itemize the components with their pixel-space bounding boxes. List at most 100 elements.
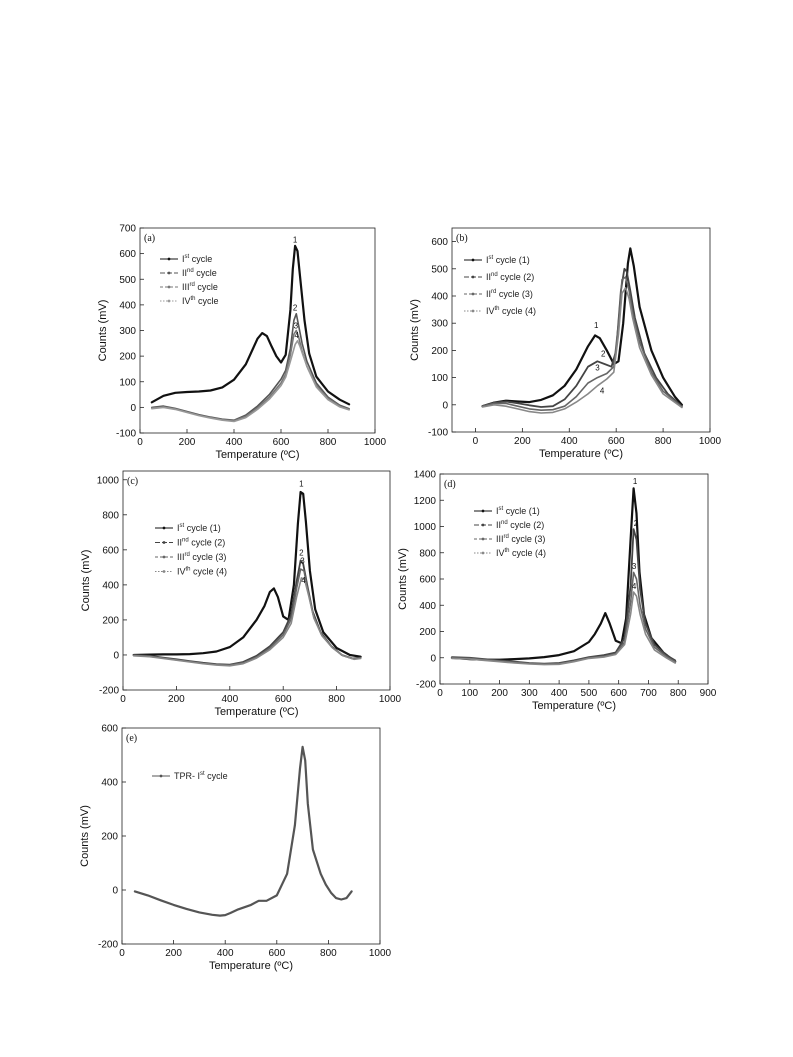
- series-line-2: [481, 267, 683, 408]
- x-tick-label: 500: [581, 688, 598, 699]
- peak-number-label: 1: [299, 480, 304, 489]
- x-tick-label: 400: [221, 694, 238, 705]
- y-tick-label: 0: [130, 403, 136, 414]
- legend-entry: IVth cycle (4): [496, 548, 546, 558]
- x-tick-label: 0: [437, 688, 443, 699]
- panel-label: (e): [126, 733, 137, 744]
- x-tick-label: 800: [320, 437, 337, 448]
- legend-entry: IIrd cycle (3): [486, 289, 533, 299]
- peak-number-label: 3: [632, 562, 637, 571]
- legend-marker: [162, 541, 166, 544]
- y-tick-label: 500: [431, 264, 448, 275]
- legend-marker: [481, 551, 485, 555]
- legend-entry: IInd cycle (2): [177, 538, 225, 548]
- x-tick-label: 0: [119, 948, 125, 959]
- peak-number-label: 2: [634, 519, 639, 528]
- x-tick-label: 1000: [379, 694, 402, 705]
- peak-number-label: 4: [295, 331, 300, 340]
- plot-frame: [439, 473, 709, 685]
- y-tick-label: 0: [430, 653, 436, 664]
- chart-panel-b: 0 200 400 600 800 1000 -100 0 100 200 300 400 500 600…: [409, 227, 722, 460]
- legend-marker: [167, 285, 171, 289]
- y-tick-label: 0: [442, 400, 448, 411]
- x-tick-label: 600: [273, 437, 290, 448]
- legend-entry: IInd cycle (2): [486, 272, 534, 282]
- y-tick-label: 600: [419, 575, 436, 586]
- series-line-1: [133, 745, 353, 917]
- peak-number-label: 2: [293, 304, 298, 313]
- x-tick-label: 600: [268, 948, 285, 959]
- legend-marker: [159, 774, 163, 778]
- y-tick-label: 700: [119, 224, 136, 235]
- x-tick-label: 400: [217, 948, 234, 959]
- y-tick-label: 200: [119, 352, 136, 363]
- legend-marker: [167, 257, 171, 261]
- legend-marker: [162, 570, 166, 573]
- y-tick-label: 200: [431, 346, 448, 357]
- series-line-4: [151, 339, 350, 423]
- legend-entry: Ist cycle (1): [177, 523, 221, 533]
- y-tick-label: -100: [116, 429, 136, 440]
- chart-panel-a: 0 200 400 600 800 1000-1000100200300400500600…: [97, 224, 387, 462]
- legend-entry: IVth cycle (4): [177, 567, 227, 577]
- legend-entry: IVth cycle (4): [486, 306, 536, 316]
- y-tick-label: 200: [419, 627, 436, 638]
- x-tick-label: 200: [179, 437, 196, 448]
- y-axis-title: Counts (mV): [397, 548, 409, 610]
- y-tick-label: 400: [119, 300, 136, 311]
- x-tick-label: 800: [320, 948, 337, 959]
- y-tick-label: -200: [98, 940, 118, 951]
- y-tick-label: 300: [119, 326, 136, 337]
- y-tick-label: 200: [102, 615, 119, 626]
- series-line-1: [450, 487, 677, 663]
- legend-entry: Ist cycle (1): [496, 506, 540, 516]
- panel-label: (c): [127, 476, 138, 487]
- y-tick-label: 100: [119, 377, 136, 388]
- x-axis-title: Temperature (ºC): [209, 960, 293, 972]
- x-tick-label: 1000: [699, 436, 722, 447]
- x-tick-label: 1000: [369, 948, 392, 959]
- x-tick-label: 800: [655, 436, 672, 447]
- y-tick-label: 1400: [414, 470, 437, 481]
- peak-number-label: 1: [594, 321, 599, 330]
- x-tick-label: 700: [640, 688, 657, 699]
- x-tick-label: 200: [165, 948, 182, 959]
- y-tick-label: -200: [416, 680, 436, 691]
- peak-number-label: 2: [601, 350, 606, 359]
- y-tick-label: 800: [102, 510, 119, 521]
- series-line-2: [450, 528, 677, 665]
- x-axis-title: Temperature (ºC): [215, 449, 299, 461]
- legend-entry: IIIrd cycle (3): [177, 552, 226, 562]
- peak-number-label: 3: [595, 364, 600, 373]
- x-tick-label: 300: [521, 688, 538, 699]
- legend-entry: IIIrd cycle: [182, 282, 218, 292]
- x-tick-label: 200: [491, 688, 508, 699]
- legend-marker: [162, 555, 166, 559]
- x-tick-label: 0: [473, 436, 479, 447]
- x-tick-label: 400: [226, 437, 243, 448]
- x-tick-label: 900: [700, 688, 717, 699]
- y-tick-label: 600: [101, 724, 118, 735]
- x-tick-label: 200: [514, 436, 531, 447]
- x-tick-label: 800: [328, 694, 345, 705]
- y-tick-label: 600: [431, 237, 448, 248]
- x-axis-title: Temperature (ºC): [539, 448, 623, 460]
- x-tick-label: 100: [461, 688, 478, 699]
- plot-frame: [451, 227, 711, 433]
- legend-marker: [481, 537, 485, 541]
- peak-number-label: 4: [301, 576, 306, 585]
- peak-number-label: 3: [294, 322, 299, 331]
- legend-entry: TPR- Ist cycle: [174, 771, 228, 781]
- legend-marker: [167, 271, 171, 275]
- x-tick-label: 0: [120, 694, 126, 705]
- series-line-1: [132, 490, 362, 658]
- x-tick-label: 400: [561, 436, 578, 447]
- y-tick-label: 400: [431, 292, 448, 303]
- legend-marker: [167, 299, 171, 303]
- y-axis-title: Counts (mV): [79, 805, 91, 867]
- y-tick-label: 400: [101, 778, 118, 789]
- x-axis-title: Temperature (ºC): [532, 700, 616, 712]
- series-line-2: [151, 312, 350, 422]
- x-tick-label: 200: [168, 694, 185, 705]
